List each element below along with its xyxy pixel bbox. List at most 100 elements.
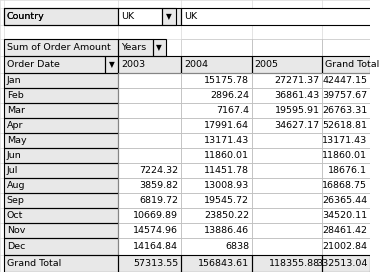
Bar <box>252 133 322 148</box>
Bar <box>118 39 152 56</box>
Bar <box>322 255 370 272</box>
Text: Jun: Jun <box>7 151 21 160</box>
Text: 332513.04: 332513.04 <box>316 259 367 268</box>
Bar <box>181 133 252 148</box>
Bar <box>118 223 181 238</box>
Bar <box>118 88 181 103</box>
Bar <box>118 238 181 255</box>
Bar <box>252 255 322 272</box>
Text: Years: Years <box>121 43 146 52</box>
Bar <box>4 238 118 255</box>
Bar <box>152 39 166 56</box>
Bar <box>181 8 388 25</box>
Bar <box>4 133 118 148</box>
Bar <box>252 118 322 133</box>
Bar <box>181 148 252 163</box>
Bar <box>181 178 252 193</box>
Text: UK: UK <box>184 12 197 21</box>
Text: 14574.96: 14574.96 <box>133 226 178 235</box>
Bar <box>322 255 370 272</box>
Text: 7224.32: 7224.32 <box>139 166 178 175</box>
Text: 15175.78: 15175.78 <box>204 76 249 85</box>
Bar <box>118 8 162 25</box>
Bar <box>322 148 370 163</box>
Bar <box>4 8 118 25</box>
Bar <box>322 208 370 223</box>
Text: 18676.1: 18676.1 <box>328 166 367 175</box>
Text: Grand Total: Grand Total <box>325 60 379 69</box>
Bar <box>252 255 322 272</box>
Text: 6838: 6838 <box>225 242 249 251</box>
Bar <box>322 178 370 193</box>
Bar <box>322 178 370 193</box>
Bar <box>252 56 322 73</box>
Bar <box>322 163 370 178</box>
Bar <box>4 193 118 208</box>
Text: 11860.01: 11860.01 <box>204 151 249 160</box>
Bar <box>252 88 322 103</box>
Bar <box>4 223 118 238</box>
Bar <box>4 133 118 148</box>
Text: Feb: Feb <box>7 91 23 100</box>
Bar <box>4 208 118 223</box>
Text: ▼: ▼ <box>156 43 162 52</box>
Bar <box>118 238 181 255</box>
Text: 34520.11: 34520.11 <box>322 211 367 220</box>
Bar <box>252 148 322 163</box>
Text: 13171.43: 13171.43 <box>322 136 367 145</box>
Text: 52618.81: 52618.81 <box>322 121 367 130</box>
Bar <box>162 8 175 25</box>
Bar <box>4 103 118 118</box>
Bar <box>4 88 118 103</box>
Bar <box>322 133 370 148</box>
Bar <box>181 193 252 208</box>
Bar <box>4 193 118 208</box>
Text: 14164.84: 14164.84 <box>133 242 178 251</box>
Bar <box>181 118 252 133</box>
Bar <box>118 255 181 272</box>
Bar <box>252 118 322 133</box>
Text: 26365.44: 26365.44 <box>322 196 367 205</box>
Text: 2003: 2003 <box>121 60 145 69</box>
Bar <box>118 193 181 208</box>
Text: 13886.46: 13886.46 <box>204 226 249 235</box>
Bar <box>252 178 322 193</box>
Text: Country: Country <box>7 12 45 21</box>
Bar <box>118 73 181 88</box>
Bar <box>252 73 322 88</box>
Bar <box>4 255 118 272</box>
Text: Sum of Order Amount: Sum of Order Amount <box>7 43 111 52</box>
Bar <box>162 8 175 25</box>
Bar <box>118 88 181 103</box>
Bar <box>181 193 252 208</box>
Bar <box>118 133 181 148</box>
Bar <box>322 223 370 238</box>
Text: 7167.4: 7167.4 <box>216 106 249 115</box>
Text: UK: UK <box>121 12 134 21</box>
Bar <box>118 103 181 118</box>
Bar <box>118 223 181 238</box>
Text: 2004: 2004 <box>184 60 208 69</box>
Bar <box>4 163 118 178</box>
Text: 57313.55: 57313.55 <box>133 259 178 268</box>
Text: 21002.84: 21002.84 <box>322 242 367 251</box>
Text: Grand Total: Grand Total <box>7 259 61 268</box>
Bar <box>252 39 322 56</box>
Bar <box>322 193 370 208</box>
Bar <box>252 238 322 255</box>
Bar <box>181 118 252 133</box>
Text: Dec: Dec <box>7 242 25 251</box>
Text: Oct: Oct <box>7 211 23 220</box>
Bar <box>181 163 252 178</box>
Bar <box>181 103 252 118</box>
Bar <box>252 148 322 163</box>
Text: Jul: Jul <box>7 166 18 175</box>
Bar <box>252 163 322 178</box>
Bar <box>118 178 181 193</box>
Text: Country: Country <box>7 12 45 21</box>
Text: 118355.88: 118355.88 <box>268 259 320 268</box>
Bar <box>322 56 370 73</box>
Bar <box>252 88 322 103</box>
Bar <box>322 238 370 255</box>
Bar <box>118 56 181 73</box>
